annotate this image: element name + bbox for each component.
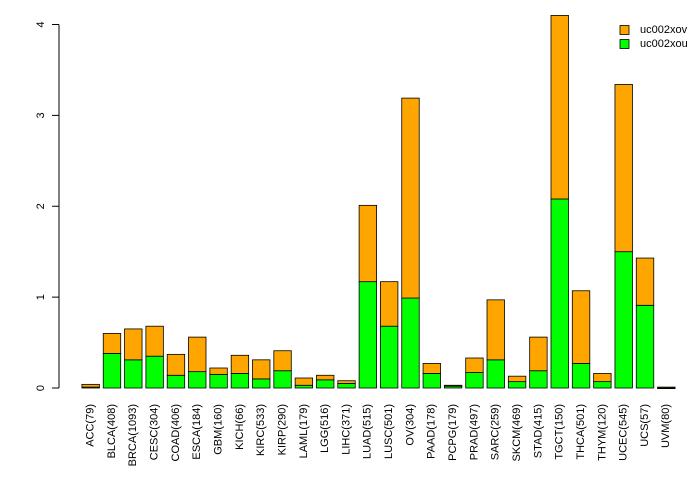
bar-uc002xou-2	[124, 359, 143, 389]
x-tick-label: KICH(66)	[234, 404, 246, 450]
bar-uc002xou-9	[273, 370, 292, 389]
x-tick-label: BLCA(408)	[106, 404, 118, 458]
x-tick-label: THCA(501)	[575, 404, 587, 460]
bar-uc002xou-19	[486, 359, 505, 389]
bar-uc002xov-2	[124, 328, 143, 361]
x-tick-label: COAD(406)	[170, 404, 182, 461]
bar-uc002xou-25	[614, 251, 633, 389]
bar-uc002xou-24	[593, 381, 612, 389]
x-tick-label: SKCM(469)	[511, 404, 523, 461]
y-tick-label: 4	[35, 21, 47, 27]
bar-uc002xou-23	[571, 363, 591, 389]
x-tick-label: OV(304)	[404, 404, 416, 446]
bar-uc002xov-26	[635, 257, 655, 306]
x-tick-label: PAAD(178)	[426, 404, 438, 459]
x-tick-label: LAML(179)	[298, 404, 310, 458]
x-tick-label: LUAD(515)	[362, 404, 374, 459]
x-tick-label: PRAD(497)	[468, 404, 480, 460]
bars	[81, 15, 676, 390]
bar-uc002xou-22	[550, 198, 569, 389]
bar-uc002xov-9	[273, 350, 292, 372]
x-tick-label: STAD(415)	[532, 404, 544, 458]
bar-uc002xov-18	[465, 357, 484, 373]
bar-uc002xov-1	[102, 333, 122, 354]
bar-uc002xou-7	[230, 373, 250, 389]
x-tick-label: KIRP(290)	[276, 404, 288, 455]
x-tick-label: PCPG(179)	[447, 404, 459, 461]
bar-uc002xov-21	[529, 336, 548, 372]
x-tick-label: UVM(80)	[660, 404, 672, 448]
bar-uc002xov-12	[337, 380, 356, 384]
x-tick-label: ESCA(184)	[191, 404, 203, 460]
x-tick-label: UCEC(545)	[618, 404, 630, 461]
bar-uc002xou-26	[635, 304, 655, 389]
bar-uc002xov-6	[209, 367, 228, 375]
x-axis-labels: ACC(79) BLCA(408) BRCA(1093) CESC(304) COAD(…	[85, 404, 673, 466]
bar-uc002xov-13	[358, 204, 377, 283]
x-tick-label: THYM(120)	[596, 404, 608, 461]
legend-label: uc002xov	[640, 24, 688, 36]
legend: uc002xov uc002xou	[619, 24, 688, 50]
bar-uc002xou-13	[358, 281, 377, 389]
bar-uc002xov-22	[550, 15, 569, 200]
bar-uc002xov-4	[166, 353, 186, 376]
bar-uc002xov-3	[145, 325, 164, 357]
x-tick-label: LGG(516)	[319, 404, 331, 453]
x-tick-label: GBM(160)	[212, 404, 224, 455]
bar-uc002xov-10	[294, 377, 314, 386]
bar-uc002xou-8	[252, 378, 271, 389]
bar-uc002xou-10	[294, 384, 314, 389]
y-tick-label: 2	[35, 203, 47, 209]
bar-uc002xou-12	[337, 383, 356, 389]
bar-uc002xov-23	[571, 290, 591, 364]
bar-uc002xou-15	[401, 297, 420, 389]
x-tick-label: CESC(304)	[149, 404, 161, 460]
y-tick-label: 3	[35, 112, 47, 118]
bar-uc002xov-11	[316, 374, 335, 381]
bar-uc002xou-4	[166, 374, 186, 389]
x-tick-label: LUSC(501)	[383, 404, 395, 459]
bar-uc002xou-3	[145, 355, 164, 389]
bar-uc002xov-14	[380, 281, 399, 327]
legend-swatch	[619, 25, 630, 35]
bar-uc002xov-15	[401, 97, 420, 299]
y-tick-label: 1	[35, 294, 47, 300]
bar-uc002xov-0	[81, 383, 100, 388]
bar-uc002xov-16	[422, 363, 441, 374]
y-tick-label: 0	[35, 385, 47, 391]
bar-uc002xov-17	[443, 384, 463, 387]
bar-uc002xov-20	[507, 375, 527, 383]
x-tick-label: LIHC(371)	[340, 404, 352, 455]
bar-uc002xov-5	[188, 336, 207, 373]
x-tick-label: TGCT(150)	[554, 404, 566, 460]
bar-uc002xov-27	[657, 386, 676, 389]
bar-uc002xou-11	[316, 379, 335, 389]
bar-uc002xov-7	[230, 354, 250, 374]
x-tick-label: KIRC(533)	[255, 404, 267, 456]
bar-uc002xou-5	[188, 371, 207, 389]
y-axis: 0 1 2 3 4	[35, 21, 60, 391]
bar-uc002xou-16	[422, 373, 441, 389]
bar-uc002xou-6	[209, 373, 228, 389]
bar-uc002xou-14	[380, 325, 399, 389]
legend-label: uc002xou	[640, 38, 688, 50]
x-tick-label: BRCA(1093)	[127, 404, 139, 466]
bar-uc002xov-19	[486, 299, 505, 361]
bar-uc002xou-20	[507, 381, 527, 389]
bar-uc002xov-25	[614, 84, 633, 253]
bar-uc002xou-1	[102, 353, 122, 389]
x-tick-label: UCS(57)	[639, 404, 651, 447]
legend-swatch	[619, 39, 630, 49]
x-tick-label: ACC(79)	[85, 404, 97, 447]
x-tick-label: SARC(259)	[490, 404, 502, 460]
bar-uc002xou-21	[529, 370, 548, 389]
bar-uc002xou-18	[465, 372, 484, 389]
bar-uc002xov-8	[252, 359, 271, 380]
bar-uc002xov-24	[593, 373, 612, 383]
